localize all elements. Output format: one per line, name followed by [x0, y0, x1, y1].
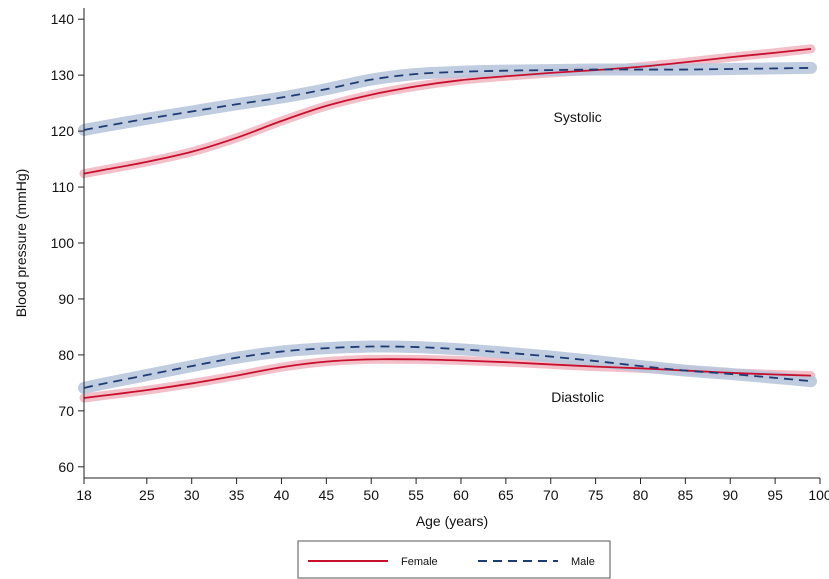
- y-tick-label: 70: [58, 403, 74, 419]
- x-tick-label: 90: [722, 487, 738, 503]
- x-tick-label: 65: [498, 487, 514, 503]
- y-axis-label: Blood pressure (mmHg): [13, 169, 29, 318]
- x-tick-label: 40: [274, 487, 290, 503]
- y-tick-label: 60: [58, 459, 74, 475]
- annotation-diastolic: Diastolic: [551, 389, 604, 405]
- legend-box: [297, 540, 611, 579]
- x-tick-label: 60: [453, 487, 469, 503]
- x-tick-label: 100: [808, 487, 829, 503]
- ci-band-male-systolic: [78, 61, 818, 136]
- x-tick-label: 25: [139, 487, 155, 503]
- series-line-female-systolic: [83, 47, 812, 175]
- y-tick-label: 80: [58, 347, 74, 363]
- y-tick-label: 140: [51, 11, 75, 27]
- y-tick-label: 90: [58, 291, 74, 307]
- x-tick-label: 80: [633, 487, 649, 503]
- x-tick-label: 30: [184, 487, 200, 503]
- x-ticks: 18 25 30 35 40 45 50 55 60 65 70 75 80 85 90 95 100: [76, 478, 829, 503]
- y-tick-label: 100: [51, 235, 75, 251]
- x-tick-label: 55: [408, 487, 424, 503]
- x-tick-label: 85: [678, 487, 694, 503]
- y-tick-label: 110: [52, 179, 75, 195]
- x-tick-label: 95: [767, 487, 783, 503]
- x-tick-label: 75: [588, 487, 604, 503]
- x-axis-label: Age (years): [416, 513, 488, 529]
- x-tick-label: 18: [76, 487, 92, 503]
- series-lines: [83, 47, 812, 399]
- annotation-systolic: Systolic: [554, 109, 602, 125]
- series-line-female-diastolic: [83, 358, 812, 399]
- series-line-male-systolic: [83, 66, 812, 131]
- x-tick-label: 50: [363, 487, 379, 503]
- y-tick-label: 120: [51, 123, 75, 139]
- legend: Female Male: [297, 540, 611, 579]
- y-tick-label: 130: [51, 67, 75, 83]
- x-tick-label: 35: [229, 487, 245, 503]
- legend-label-female: Female: [401, 556, 438, 568]
- confidence-bands: [78, 44, 818, 403]
- series-line-male-diastolic: [83, 345, 812, 389]
- legend-label-male: Male: [571, 556, 595, 568]
- x-tick-label: 45: [319, 487, 335, 503]
- x-tick-label: 70: [543, 487, 559, 503]
- y-ticks: 60 70 80 90 100 110 120 130 140: [51, 11, 84, 475]
